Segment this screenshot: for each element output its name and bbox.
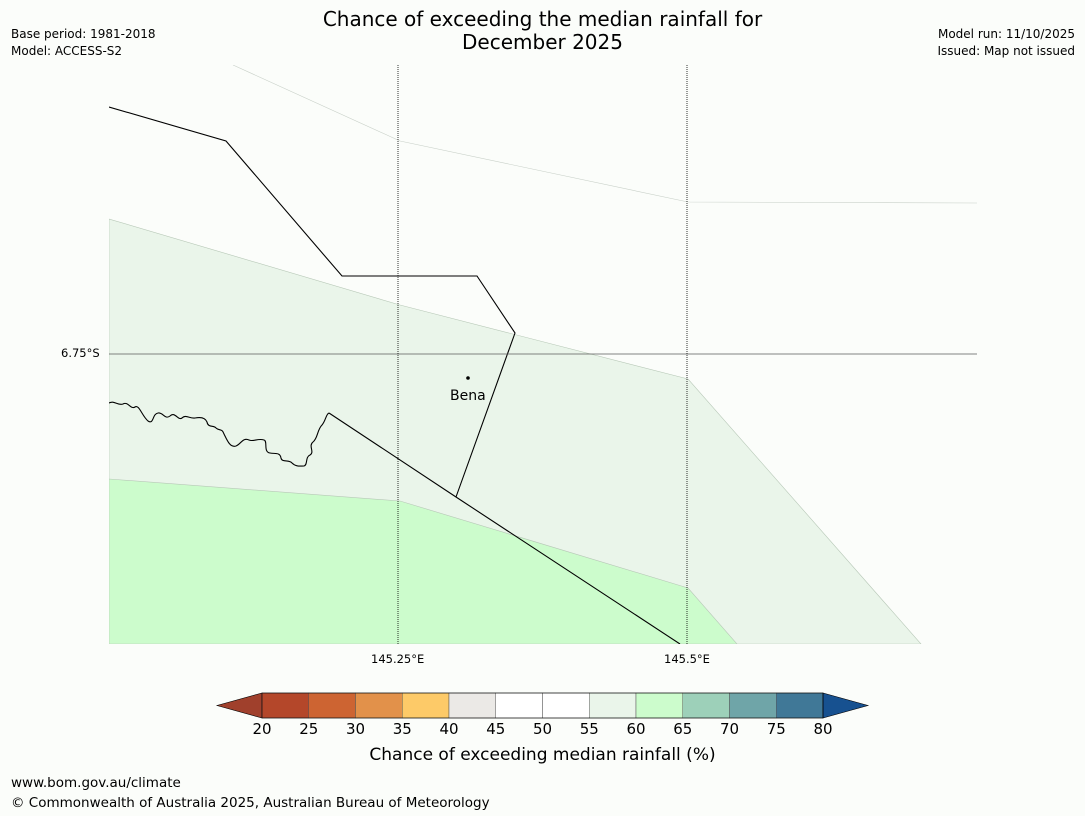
- colorbar-tick-label: 40: [439, 720, 459, 738]
- map-area: [109, 65, 977, 644]
- colorbar-cell: [682, 692, 730, 719]
- colorbar-tick-label: 20: [252, 720, 272, 738]
- colorbar-tick-label: 80: [813, 720, 833, 738]
- colorbar-cell: [635, 692, 683, 719]
- base-period: Base period: 1981-2018: [11, 27, 156, 41]
- model-run: Model run: 11/10/2025: [937, 27, 1075, 41]
- colorbar-cells: [261, 692, 824, 719]
- colorbar-label: Chance of exceeding median rainfall (%): [369, 745, 716, 765]
- colorbar-cell: [776, 692, 824, 719]
- colorbar-cell: [308, 692, 356, 719]
- meta-right: Model run: 11/10/2025 Issued: Map not is…: [937, 26, 1075, 60]
- colorbar-cell: [589, 692, 637, 719]
- colorbar-tick-label: 25: [299, 720, 319, 738]
- colorbar-cell: [542, 692, 590, 719]
- longitude-label-2: 145.5°E: [664, 652, 710, 666]
- colorbar-cell: [495, 692, 543, 719]
- colorbar-extend-low: [215, 692, 263, 719]
- colorbar-tick-label: 35: [392, 720, 412, 738]
- footer-url[interactable]: www.bom.gov.au/climate: [11, 775, 181, 791]
- colorbar-cell: [729, 692, 777, 719]
- longitude-label-1: 145.25°E: [371, 652, 425, 666]
- province-border-south: [328, 412, 681, 644]
- place-name-bena: Bena: [450, 388, 486, 404]
- colorbar-tick-label: 65: [673, 720, 693, 738]
- colorbar-tick-label: 55: [579, 720, 599, 738]
- colorbar-cell: [402, 692, 450, 719]
- footer-copyright: © Commonwealth of Australia 2025, Austra…: [11, 795, 490, 811]
- title-line-1: Chance of exceeding the median rainfall …: [322, 7, 763, 31]
- colorbar-tick-label: 70: [719, 720, 740, 738]
- river-line: [109, 401, 330, 467]
- map-title: Chance of exceeding the median rainfall …: [0, 8, 1085, 54]
- colorbar: [215, 692, 870, 719]
- faint-contour: [232, 65, 977, 204]
- model-name: Model: ACCESS-S2: [11, 44, 123, 58]
- meta-left: Base period: 1981-2018 Model: ACCESS-S2: [11, 26, 156, 60]
- colorbar-tick-label: 60: [626, 720, 646, 738]
- latitude-label: 6.75°S: [61, 346, 100, 360]
- colorbar-cell: [355, 692, 403, 719]
- colorbar-extend-high: [822, 692, 870, 719]
- colorbar-cell: [448, 692, 496, 719]
- title-line-2: December 2025: [462, 30, 623, 54]
- province-border: [109, 106, 516, 498]
- colorbar-outline: [261, 692, 824, 719]
- zone-60-65: [109, 478, 738, 644]
- colorbar-cell: [261, 692, 309, 719]
- issued-status: Issued: Map not issued: [937, 44, 1075, 58]
- colorbar-tick-label: 30: [345, 720, 366, 738]
- colorbar-tick-label: 45: [486, 720, 506, 738]
- place-marker: [466, 376, 470, 380]
- colorbar-tick-label: 75: [766, 720, 786, 738]
- colorbar-tick-label: 50: [532, 720, 553, 738]
